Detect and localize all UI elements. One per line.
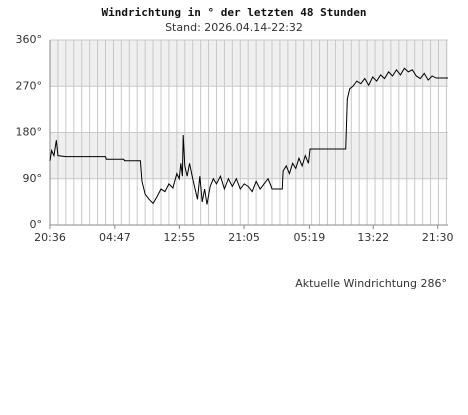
annotation: Aktuelle Windrichtung 286° bbox=[295, 277, 447, 290]
x-tick-label: 21:05 bbox=[228, 231, 260, 244]
chart-title: Windrichtung in ° der letzten 48 Stunden bbox=[102, 6, 367, 19]
x-tick-label: 04:47 bbox=[99, 231, 131, 244]
chart-subtitle: Stand: 2026.04.14-22:32 bbox=[165, 21, 303, 34]
x-tick-label: 12:55 bbox=[164, 231, 196, 244]
x-tick-label: 21:30 bbox=[422, 231, 454, 244]
y-tick-label: 180° bbox=[16, 126, 43, 139]
y-tick-label: 0° bbox=[30, 218, 43, 231]
grid-band bbox=[50, 40, 448, 87]
y-tick-label: 90° bbox=[23, 172, 43, 185]
y-tick-label: 270° bbox=[16, 79, 43, 92]
data-line bbox=[49, 67, 448, 205]
x-tick-label: 20:36 bbox=[34, 231, 66, 244]
y-tick-label: 360° bbox=[16, 33, 43, 46]
x-tick-label: 05:19 bbox=[294, 231, 326, 244]
grid-band bbox=[50, 132, 448, 179]
x-tick-label: 13:22 bbox=[357, 231, 389, 244]
